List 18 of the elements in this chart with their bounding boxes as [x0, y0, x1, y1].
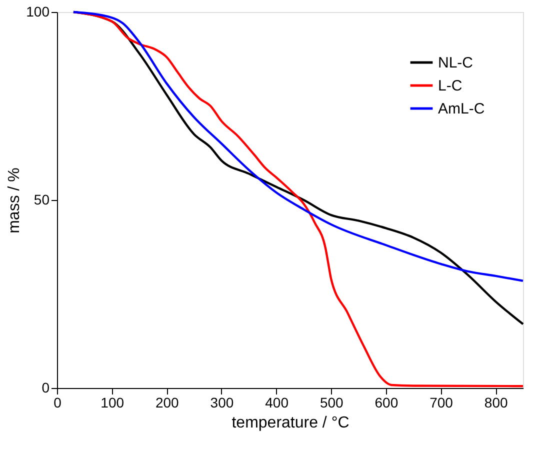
- y-axis-title: mass / %: [6, 168, 24, 234]
- y-tick-label: 0: [42, 380, 50, 396]
- x-tick-label: 0: [54, 394, 62, 410]
- x-tick-label: 300: [210, 394, 234, 410]
- legend-label: L-C: [438, 78, 462, 94]
- x-tick-label: 600: [374, 394, 398, 410]
- line-series: [72, 10, 524, 388]
- x-tick-label: 100: [100, 394, 124, 410]
- legend-label: AmL-C: [438, 100, 485, 118]
- x-tick-label: 700: [430, 394, 454, 410]
- x-tick-label: 400: [265, 394, 289, 410]
- y-tick-label: 100: [26, 4, 50, 20]
- y-tick-label: 50: [34, 192, 50, 208]
- x-tick-label: 500: [320, 394, 344, 410]
- x-tick-label: 800: [484, 394, 508, 410]
- legend-label: NL-C: [438, 54, 474, 72]
- x-tick-label: 200: [155, 394, 180, 410]
- x-axis-title: temperature / °C: [232, 414, 350, 432]
